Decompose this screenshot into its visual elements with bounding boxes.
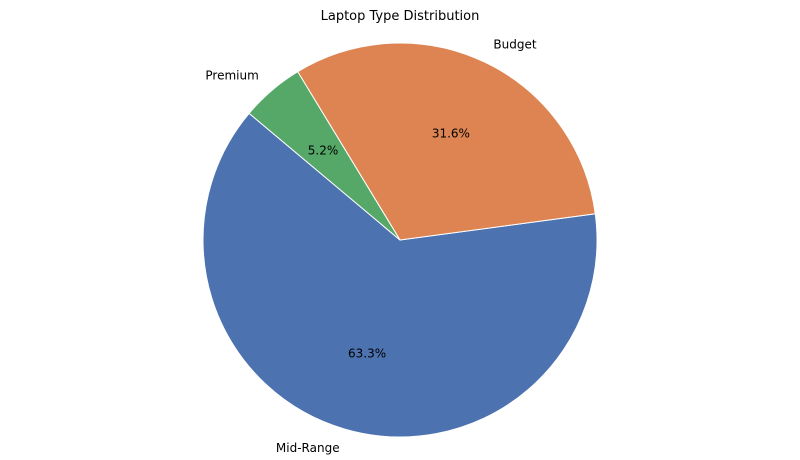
slice-pct-label-budget: 31.6% xyxy=(432,126,470,140)
slice-label-premium: Premium xyxy=(205,69,258,83)
chart-title: Laptop Type Distribution xyxy=(320,9,480,24)
slice-label-budget: Budget xyxy=(493,37,536,51)
pie-slice-premium xyxy=(248,70,401,241)
slice-pct-label-mid-range: 63.3% xyxy=(348,347,386,361)
slice-label-mid-range: Mid-Range xyxy=(276,441,340,455)
pie-slice-budget xyxy=(296,42,596,241)
pie-slice-mid-range xyxy=(202,112,598,438)
slice-pct-label-premium: 5.2% xyxy=(308,143,339,157)
